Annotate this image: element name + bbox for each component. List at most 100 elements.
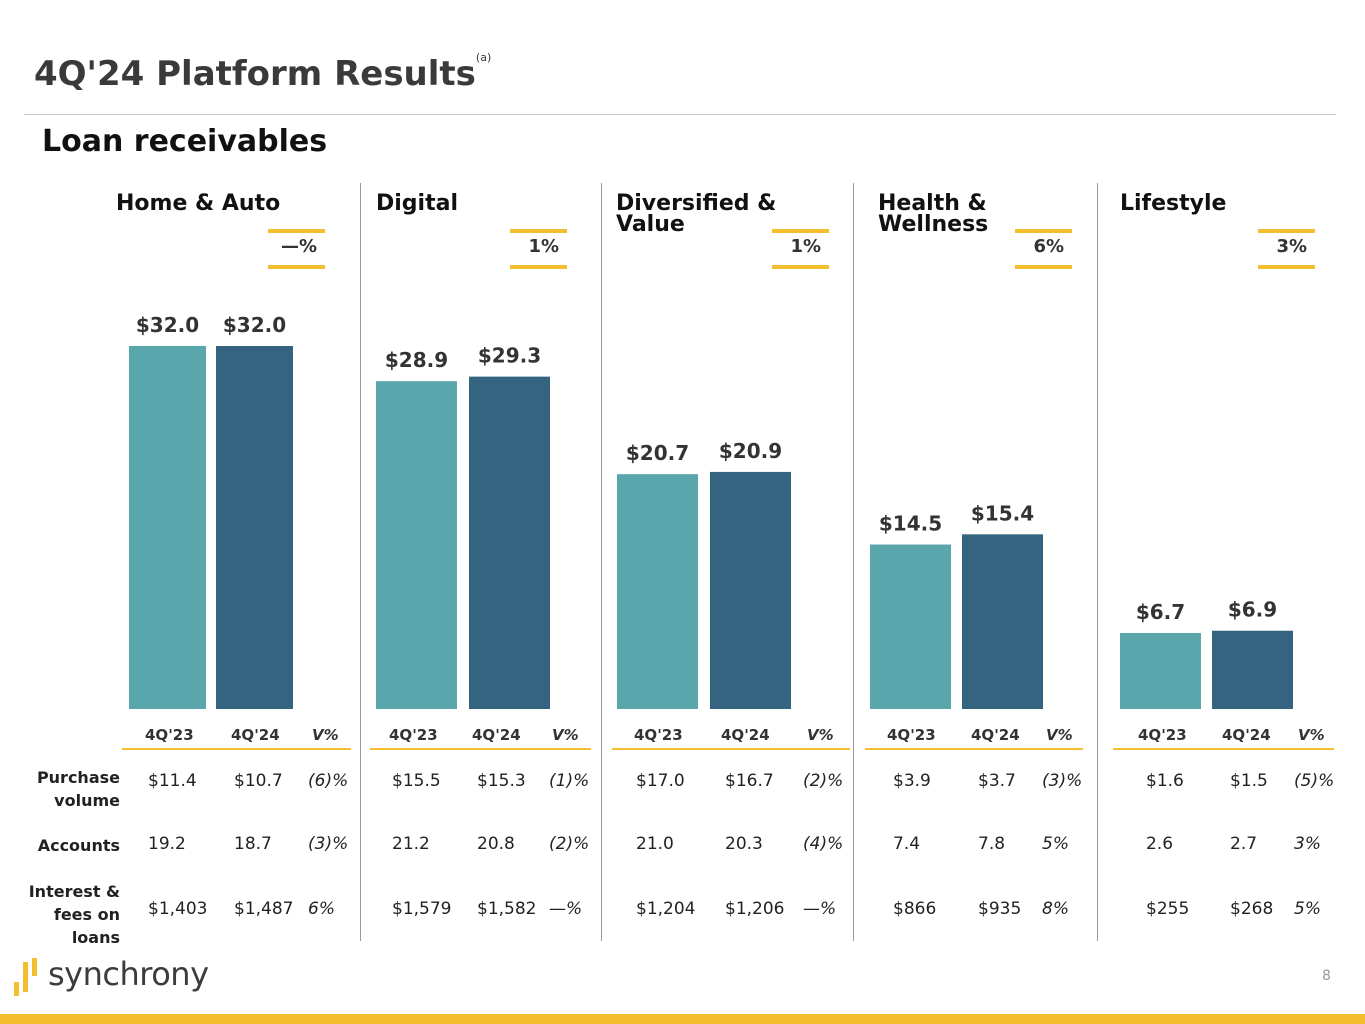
change-accent-line: [1258, 265, 1315, 269]
bar-current: [216, 346, 293, 709]
platform-divider: [601, 183, 602, 941]
accounts-variance: (2)%: [549, 834, 590, 854]
bar-value-label: $20.9: [719, 439, 782, 463]
header-underline: [370, 748, 591, 750]
bar-value-label: $32.0: [223, 313, 286, 337]
bar-current: [962, 534, 1043, 709]
interest-fees-prior: $1,579: [392, 899, 452, 919]
col-variance: V%: [1046, 726, 1073, 744]
col-variance: V%: [807, 726, 834, 744]
platform-change: 1%: [790, 236, 821, 257]
brand-name: synchrony: [48, 955, 209, 993]
platform-change: 3%: [1276, 236, 1307, 257]
change-accent-line: [772, 265, 829, 269]
change-accent-line: [772, 229, 829, 233]
change-accent-line: [510, 265, 567, 269]
accounts-current: 20.3: [725, 834, 763, 854]
change-accent-line: [1015, 229, 1072, 233]
title-footnote: (a): [475, 50, 492, 64]
platform-name: Home & Auto: [116, 191, 281, 216]
header-underline: [865, 748, 1083, 750]
interest-fees-prior: $866: [893, 899, 937, 919]
header-underline: [612, 748, 850, 750]
change-accent-line: [1015, 265, 1072, 269]
interest-fees-current: $1,582: [477, 899, 537, 919]
platform-name: Lifestyle: [1120, 191, 1227, 216]
bar-value-label: $32.0: [136, 313, 199, 337]
purchase-volume-current: $16.7: [725, 771, 774, 791]
col-variance: V%: [312, 726, 339, 744]
purchase-volume-prior: $11.4: [148, 771, 197, 791]
change-accent-line: [268, 265, 325, 269]
platform-name: Digital: [376, 191, 458, 216]
interest-fees-prior: $1,204: [636, 899, 696, 919]
accounts-current: 18.7: [234, 834, 272, 854]
purchase-volume-current: $1.5: [1230, 771, 1268, 791]
purchase-volume-variance: (6)%: [308, 771, 349, 791]
platform-name: Health & Wellness: [878, 191, 989, 237]
purchase-volume-variance: (3)%: [1042, 771, 1083, 791]
accounts-current: 2.7: [1230, 834, 1258, 854]
interest-fees-variance: —%: [549, 899, 583, 919]
col-variance: V%: [552, 726, 579, 744]
purchase-volume-prior: $1.6: [1146, 771, 1184, 791]
platform-divider: [1097, 183, 1098, 941]
accounts-current: 7.8: [978, 834, 1006, 854]
accounts-prior: 2.6: [1146, 834, 1174, 854]
col-prior: 4Q'23: [389, 726, 438, 744]
bar-current: [469, 376, 550, 709]
col-variance: V%: [1298, 726, 1325, 744]
interest-fees-variance: 6%: [308, 899, 335, 919]
interest-fees-current: $268: [1230, 899, 1274, 919]
col-current: 4Q'24: [721, 726, 770, 744]
purchase-volume-current: $3.7: [978, 771, 1016, 791]
col-prior: 4Q'23: [887, 726, 936, 744]
bar-current: [1212, 630, 1293, 709]
page-number: 8: [1322, 968, 1331, 984]
interest-fees-current: $1,206: [725, 899, 785, 919]
bar-value-label: $14.5: [879, 512, 942, 536]
bar-prior: [617, 474, 698, 709]
col-prior: 4Q'23: [1138, 726, 1187, 744]
col-prior: 4Q'23: [634, 726, 683, 744]
accounts-variance: (4)%: [803, 834, 844, 854]
bar-prior: [376, 381, 457, 709]
synchrony-logo-icon: [14, 958, 37, 996]
bar-value-label: $28.9: [385, 348, 448, 372]
purchase-volume-current: $10.7: [234, 771, 283, 791]
col-current: 4Q'24: [1222, 726, 1271, 744]
bar-prior: [129, 346, 206, 709]
col-current: 4Q'24: [472, 726, 521, 744]
accounts-prior: 21.2: [392, 834, 430, 854]
accounts-prior: 7.4: [893, 834, 921, 854]
accounts-variance: 3%: [1294, 834, 1321, 854]
col-prior: 4Q'23: [145, 726, 194, 744]
page-title: 4Q'24 Platform Results(a): [34, 50, 492, 94]
interest-fees-prior: $1,403: [148, 899, 208, 919]
bar-value-label: $20.7: [626, 441, 689, 465]
col-current: 4Q'24: [231, 726, 280, 744]
purchase-volume-variance: (1)%: [549, 771, 590, 791]
row-label-accounts: Accounts: [37, 836, 120, 855]
bar-prior: [870, 544, 951, 709]
platform-change: 6%: [1033, 236, 1064, 257]
platform-divider: [360, 183, 361, 941]
title-divider: [24, 114, 1336, 115]
platform-change: 1%: [528, 236, 559, 257]
bar-value-label: $29.3: [478, 344, 541, 368]
bottom-accent-bar: [0, 1014, 1365, 1024]
bar-value-label: $6.9: [1228, 598, 1277, 622]
accounts-variance: 5%: [1042, 834, 1069, 854]
purchase-volume-prior: $17.0: [636, 771, 685, 791]
platform-divider: [853, 183, 854, 941]
accounts-variance: (3)%: [308, 834, 349, 854]
change-accent-line: [268, 229, 325, 233]
interest-fees-variance: —%: [803, 899, 837, 919]
purchase-volume-prior: $15.5: [392, 771, 441, 791]
platform-name: Diversified & Value: [616, 191, 777, 237]
interest-fees-current: $935: [978, 899, 1022, 919]
purchase-volume-variance: (2)%: [803, 771, 844, 791]
change-accent-line: [510, 229, 567, 233]
purchase-volume-prior: $3.9: [893, 771, 931, 791]
